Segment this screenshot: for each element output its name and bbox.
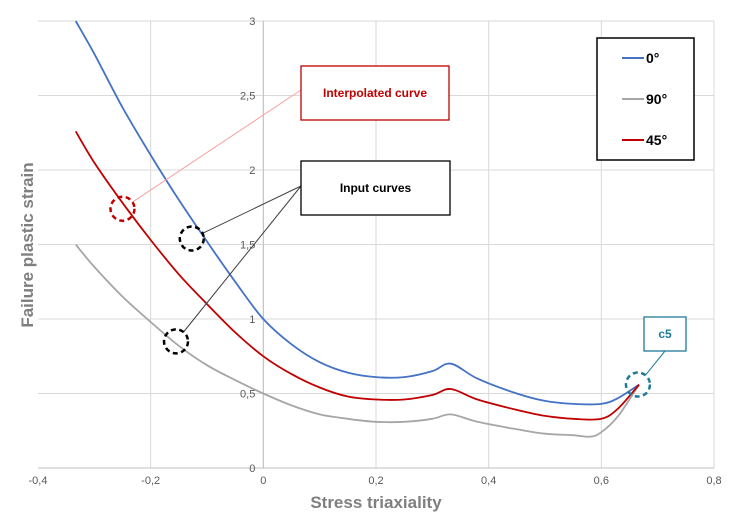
y-tick-label: 2 [249,165,255,177]
y-tick-label: 3 [249,16,255,28]
callout-marker-circle [178,225,206,252]
callout-marker-circle [624,371,652,398]
legend-item-90deg-label: 90° [646,91,667,107]
legend-box [596,37,695,161]
x-tick-label: 0,6 [594,475,609,487]
legend-item-45deg-label: 45° [646,132,667,148]
legend: 0° 90° 45° [596,37,695,161]
tick-labels: -0,4 -0,2 0 0,2 0,4 0,6 0,8 0 0,5 1 1,5 2 2,5 3 [29,16,722,487]
callout-label-input: Input curves [340,181,412,195]
x-tick-label: 0,8 [706,475,721,487]
x-tick-label: 0 [260,475,266,487]
callout-leader-line [202,185,302,234]
callout-leader-line [132,89,302,203]
annotations: Interpolated curve Input curves c5 [109,65,687,398]
callout-marker-circle [109,195,136,222]
callout-label-c5: c5 [658,327,672,341]
series-line-90deg [75,243,640,438]
x-axis-title: Stress triaxiality [310,493,442,512]
callout-label-interpolated: Interpolated curve [323,86,427,100]
callout-leader-line [645,350,666,376]
y-axis-title: Failure plastic strain [18,162,37,327]
x-tick-label: 0,4 [481,475,496,487]
series-line-45deg [74,130,640,421]
callout-box-interpolated [300,65,450,121]
legend-item-0deg-label: 0° [646,50,659,66]
y-tick-label: 1,5 [240,240,255,252]
series-line-0deg [74,20,640,406]
y-tick-label: 1 [249,314,255,326]
x-tick-label: -0,4 [29,475,48,487]
callout-box-c5 [643,316,687,352]
y-tick-label: 0,5 [240,389,255,401]
series-lines [74,20,640,438]
callout-box-input [300,160,451,216]
callout-leader-line [183,185,302,333]
x-tick-label: -0,2 [141,475,160,487]
callout-marker-circle [162,328,190,355]
y-tick-label: 2,5 [240,91,255,103]
y-tick-label: 0 [249,463,255,475]
x-tick-label: 0,2 [368,475,383,487]
